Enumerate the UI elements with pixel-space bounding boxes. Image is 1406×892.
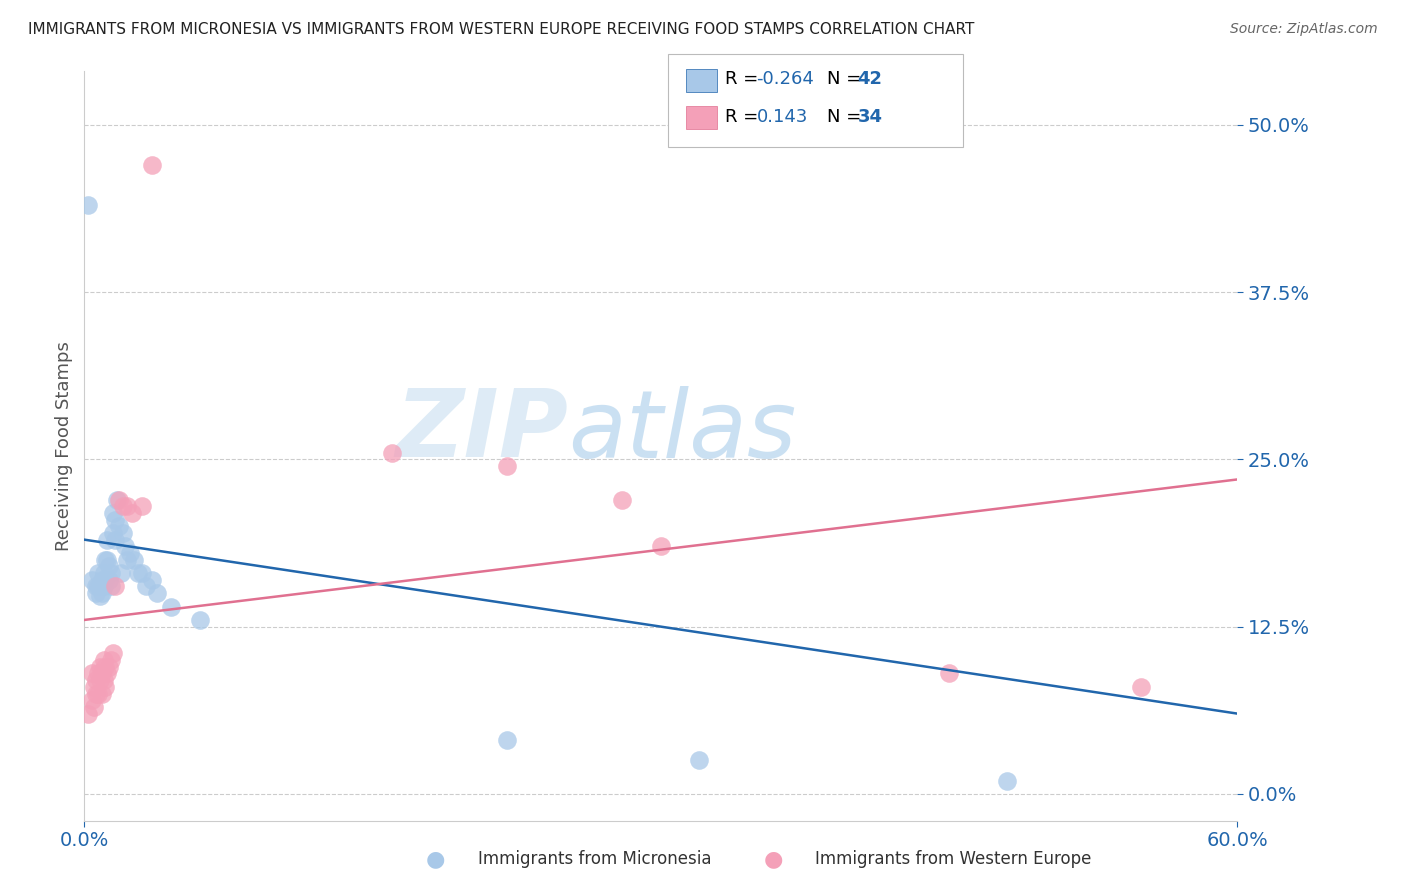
Point xyxy=(115,500,138,514)
Point xyxy=(84,687,107,701)
Text: R =: R = xyxy=(725,108,765,126)
Point xyxy=(93,673,115,688)
Point xyxy=(108,519,131,533)
Point xyxy=(84,673,107,688)
Point xyxy=(104,533,127,547)
Text: IMMIGRANTS FROM MICRONESIA VS IMMIGRANTS FROM WESTERN EUROPE RECEIVING FOOD STAM: IMMIGRANTS FROM MICRONESIA VS IMMIGRANTS… xyxy=(28,22,974,37)
Point xyxy=(98,559,121,574)
Point xyxy=(141,573,163,587)
Text: 34: 34 xyxy=(858,108,883,126)
Point xyxy=(87,580,110,594)
Point xyxy=(111,526,134,541)
Point xyxy=(94,680,117,694)
Point xyxy=(84,586,107,600)
Point xyxy=(188,613,211,627)
Point xyxy=(496,733,519,747)
Point xyxy=(93,653,115,667)
Text: N =: N = xyxy=(827,108,866,126)
Point xyxy=(96,666,118,681)
Point xyxy=(100,653,122,667)
Point xyxy=(121,506,143,520)
Point xyxy=(115,553,138,567)
Point xyxy=(127,566,149,581)
Point xyxy=(80,666,103,681)
Point xyxy=(93,566,115,581)
Text: ●: ● xyxy=(426,849,446,869)
Point xyxy=(87,566,110,581)
Point xyxy=(77,198,100,212)
Point xyxy=(104,580,127,594)
Point xyxy=(84,580,107,594)
Point xyxy=(93,580,115,594)
Point xyxy=(108,492,131,507)
Point xyxy=(104,512,127,526)
Point xyxy=(381,446,404,460)
Point xyxy=(105,492,128,507)
Point xyxy=(89,580,111,594)
Text: 42: 42 xyxy=(858,70,883,88)
Point xyxy=(77,706,100,721)
Point xyxy=(94,660,117,674)
Point xyxy=(90,573,112,587)
Point xyxy=(80,573,103,587)
Text: Source: ZipAtlas.com: Source: ZipAtlas.com xyxy=(1230,22,1378,37)
Text: Immigrants from Western Europe: Immigrants from Western Europe xyxy=(815,850,1092,868)
Point xyxy=(80,693,103,707)
Text: atlas: atlas xyxy=(568,385,797,476)
Point xyxy=(124,553,146,567)
Y-axis label: Receiving Food Stamps: Receiving Food Stamps xyxy=(55,341,73,551)
Point xyxy=(131,566,153,581)
Point xyxy=(96,533,118,547)
Point xyxy=(131,500,153,514)
Point xyxy=(110,566,132,581)
Point xyxy=(103,526,124,541)
Text: 0.143: 0.143 xyxy=(756,108,808,126)
Point xyxy=(83,680,105,694)
Point xyxy=(688,753,710,767)
Text: -0.264: -0.264 xyxy=(756,70,814,88)
Point xyxy=(94,553,117,567)
Point xyxy=(1130,680,1153,694)
Text: N =: N = xyxy=(827,70,866,88)
Point xyxy=(120,546,142,560)
Point xyxy=(146,586,169,600)
Point xyxy=(612,492,634,507)
Point xyxy=(89,673,111,688)
Point xyxy=(89,660,111,674)
Point xyxy=(141,158,163,172)
Point xyxy=(87,687,110,701)
Point xyxy=(160,599,183,614)
Point xyxy=(90,586,112,600)
Point xyxy=(114,539,136,553)
Point xyxy=(83,699,105,714)
Point xyxy=(87,666,110,681)
Point xyxy=(103,506,124,520)
Point xyxy=(90,687,112,701)
Point xyxy=(995,773,1018,788)
Text: ZIP: ZIP xyxy=(395,385,568,477)
Point xyxy=(135,580,157,594)
Point xyxy=(89,589,111,603)
Point xyxy=(496,459,519,474)
Point xyxy=(98,573,121,587)
Point xyxy=(650,539,672,553)
Point xyxy=(100,566,122,581)
Point xyxy=(938,666,960,681)
Text: R =: R = xyxy=(725,70,765,88)
Point xyxy=(90,666,112,681)
Point xyxy=(94,573,117,587)
Point xyxy=(96,553,118,567)
Point xyxy=(98,660,121,674)
Point xyxy=(100,580,122,594)
Text: Immigrants from Micronesia: Immigrants from Micronesia xyxy=(478,850,711,868)
Text: ●: ● xyxy=(763,849,783,869)
Point xyxy=(103,646,124,660)
Point xyxy=(111,500,134,514)
